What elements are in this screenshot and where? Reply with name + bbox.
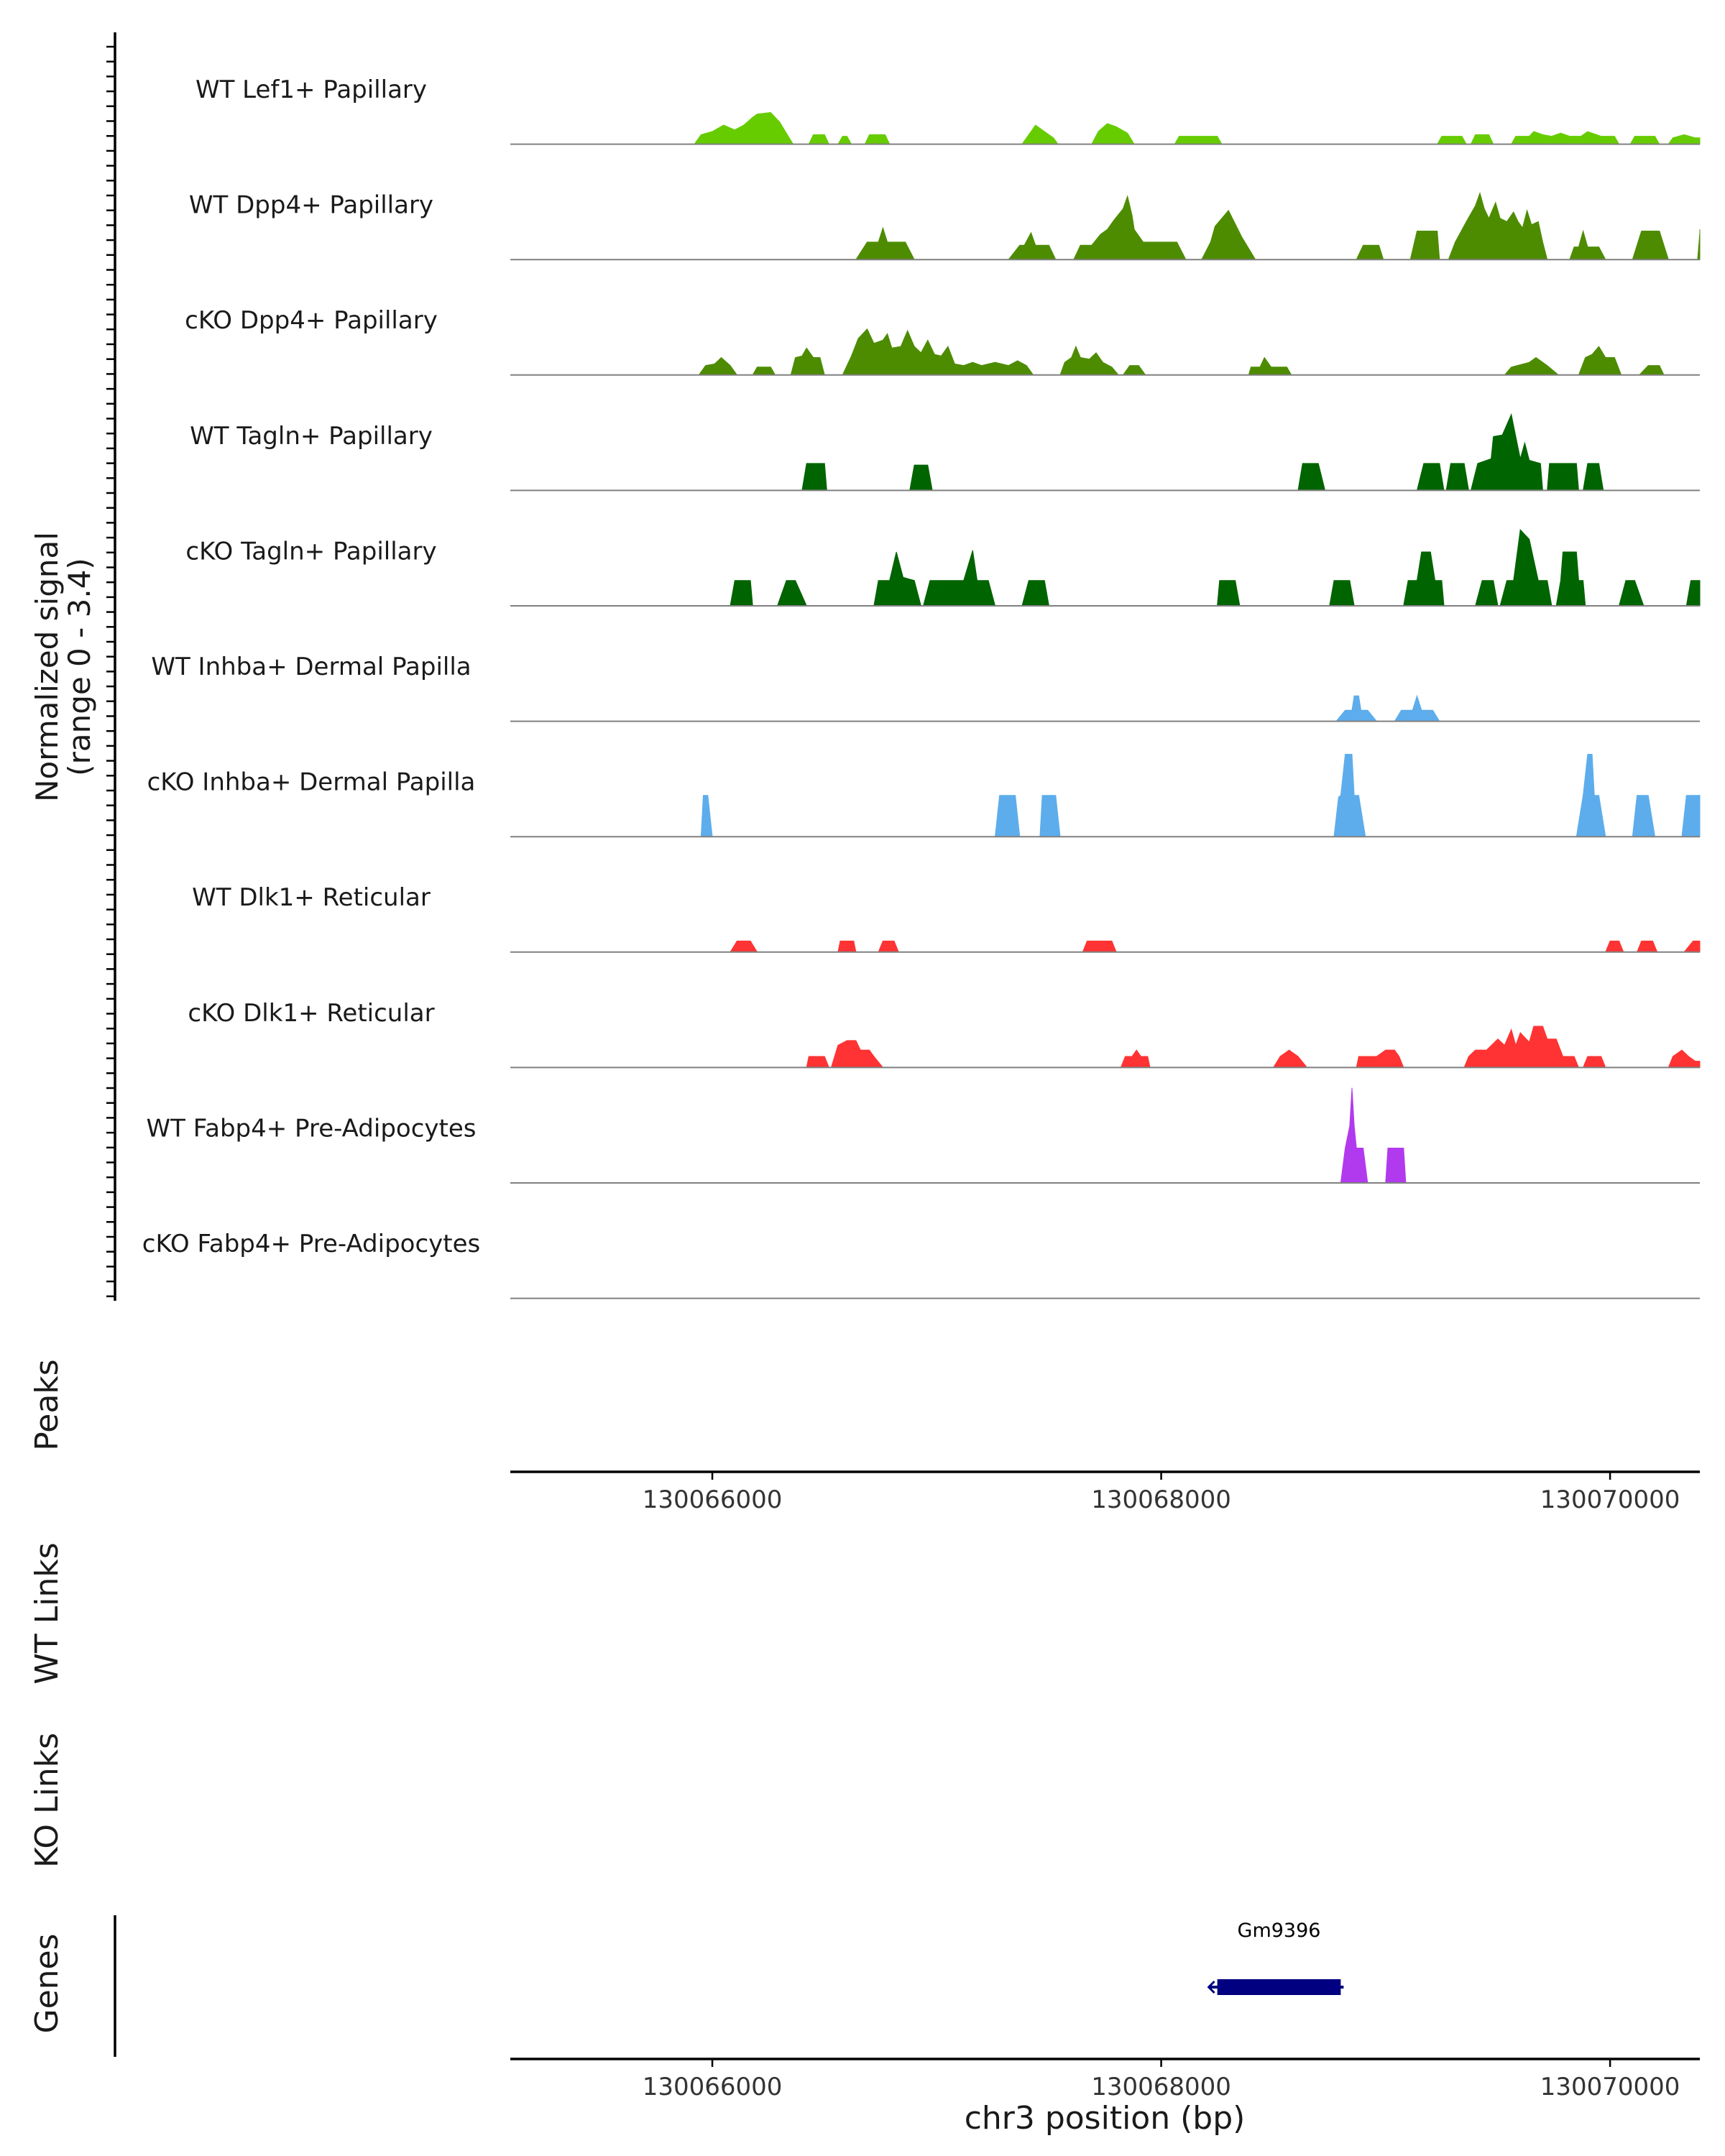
gene-exon (1217, 1979, 1341, 1995)
coverage-area (1340, 1087, 1407, 1184)
track-4: cKO Tagln+ Papillary (185, 528, 1701, 607)
track-label: cKO Inhba+ Dermal Papilla (147, 768, 476, 797)
track-2: cKO Dpp4+ Papillary (185, 306, 1700, 376)
wt-links-track-label: WT Links (29, 1542, 65, 1684)
ko-links-track-label: KO Links (29, 1733, 65, 1868)
strand-arrow-icon (1207, 1980, 1215, 1994)
coverage-tracks: WT Lef1+ Papillary WT Dpp4+ Papillary cKO … (142, 75, 1701, 1299)
gene-annotation-track: Gm9396 (114, 1915, 1344, 2057)
x-tick-label: 130068000 (1091, 1485, 1231, 1514)
track-label: WT Inhba+ Dermal Papilla (151, 653, 471, 681)
coverage-area (698, 328, 1665, 376)
track-5: WT Inhba+ Dermal Papilla (151, 653, 1700, 722)
genes-track-label: Genes (29, 1933, 65, 2033)
y-axis-title: Normalized signal (29, 532, 65, 802)
x-tick-label: 130066000 (643, 1485, 783, 1514)
x-tick-label: 130070000 (1540, 1485, 1680, 1514)
track-0: WT Lef1+ Papillary (196, 75, 1701, 145)
track-label: WT Dlk1+ Reticular (192, 883, 431, 912)
track-label: WT Dpp4+ Papillary (189, 191, 433, 220)
coverage-area (1335, 694, 1440, 722)
x-axis-title: chr3 position (bp) (965, 2100, 1246, 2137)
track-label: WT Fabp4+ Pre-Adipocytes (147, 1114, 477, 1143)
coverage-area (730, 528, 1701, 607)
y-axis-range: (range 0 - 3.4) (62, 558, 97, 776)
x-tick-label: 130070000 (1540, 2073, 1680, 2101)
coverage-area (806, 1026, 1701, 1068)
track-label: cKO Tagln+ Papillary (185, 537, 436, 566)
gene-name-label: Gm9396 (1238, 1920, 1321, 1942)
coverage-area (694, 111, 1701, 145)
track-10: cKO Fabp4+ Pre-Adipocytes (142, 1230, 1700, 1299)
track-6: cKO Inhba+ Dermal Papilla (147, 754, 1701, 838)
axes: 130066000 130068000 130070000 130066000 1300… (106, 32, 1700, 2101)
x-tick-label: 130068000 (1091, 2073, 1231, 2101)
coverage-area (801, 413, 1604, 491)
track-1: WT Dpp4+ Papillary (189, 191, 1701, 261)
track-8: cKO Dlk1+ Reticular (188, 999, 1701, 1069)
x-tick-label: 130066000 (643, 2073, 783, 2101)
track-9: WT Fabp4+ Pre-Adipocytes (147, 1087, 1700, 1184)
track-7: WT Dlk1+ Reticular (192, 883, 1701, 953)
track-label: WT Lef1+ Papillary (196, 75, 427, 104)
track-label: cKO Dpp4+ Papillary (185, 306, 438, 335)
coverage-area (855, 191, 1701, 260)
coverage-area (700, 754, 1701, 837)
track-label: WT Tagln+ Papillary (190, 422, 433, 451)
peaks-track-label: Peaks (29, 1359, 65, 1450)
track-label: cKO Dlk1+ Reticular (188, 999, 434, 1028)
track-3: WT Tagln+ Papillary (190, 413, 1700, 492)
coverage-area (730, 940, 1701, 953)
track-label: cKO Fabp4+ Pre-Adipocytes (142, 1230, 481, 1258)
